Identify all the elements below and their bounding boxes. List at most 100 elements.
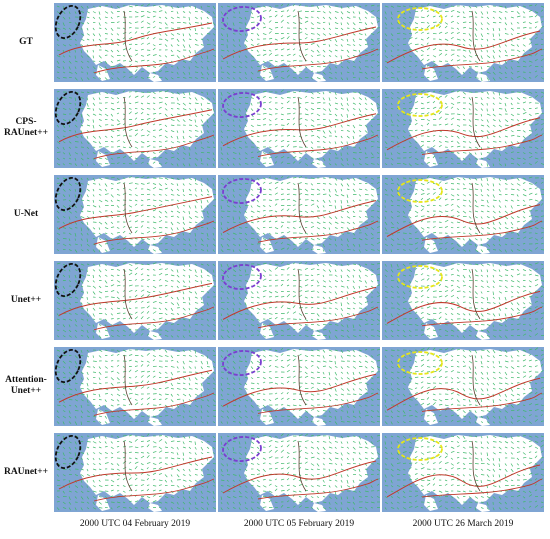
landmass (244, 435, 378, 505)
highlight-ellipse (397, 93, 443, 117)
row-label-line: Unet++ (10, 294, 42, 305)
map-panel (54, 347, 216, 426)
wind-vectors (384, 175, 544, 253)
jet-axis-line (222, 200, 377, 234)
wind-field-map (382, 433, 544, 512)
wind-field-map (218, 89, 380, 168)
trough-line (471, 268, 481, 320)
wind-vectors (56, 262, 216, 339)
trough-line (123, 182, 133, 234)
trough-line (297, 96, 307, 148)
landmass (476, 245, 490, 254)
row-label-line: Unet++ (10, 386, 42, 396)
highlight-ellipse (397, 179, 443, 203)
trough-line (123, 354, 133, 406)
landmass (148, 417, 162, 426)
landmass (80, 263, 214, 333)
map-panel (218, 89, 380, 168)
landmass (244, 91, 378, 161)
wind-vectors (220, 433, 380, 511)
map-panel (218, 3, 380, 82)
highlight-ellipse (54, 177, 82, 211)
row-label-line: CPS- (15, 117, 37, 127)
landmass (260, 409, 274, 425)
jet-axis-line (58, 196, 213, 230)
wind-field-map (382, 3, 544, 82)
landmass (312, 73, 326, 82)
landmass (312, 503, 326, 512)
jet-axis-line (222, 373, 377, 407)
trough-line (123, 96, 133, 148)
wind-field-map (54, 3, 216, 82)
landmass (312, 159, 326, 168)
jet-axis-line (386, 464, 541, 498)
landmass (424, 323, 438, 339)
landmass (80, 435, 214, 505)
landmass (244, 349, 378, 419)
landmass (476, 331, 490, 340)
row-label-line: RAUnet++ (3, 128, 49, 138)
wind-vectors (56, 90, 216, 167)
landmass (424, 409, 438, 425)
jet-axis-line (222, 113, 377, 147)
jet-axis-line (257, 306, 379, 329)
landmass (80, 177, 214, 247)
map-panel (54, 89, 216, 168)
highlight-ellipse (222, 6, 262, 32)
wind-field-map (54, 433, 216, 512)
row-label-line: RAUnet++ (3, 466, 49, 477)
map-panel (54, 261, 216, 340)
trough-line (297, 182, 307, 234)
jet-axis-line (386, 117, 541, 151)
trough-line (123, 268, 133, 320)
jet-axis-line (222, 460, 377, 494)
highlight-ellipse (397, 351, 443, 375)
row-label-line: Attention- (5, 375, 47, 385)
wind-vectors (384, 3, 544, 82)
wind-vectors (56, 3, 216, 81)
map-panel (382, 261, 544, 340)
landmass (80, 349, 214, 419)
jet-axis-line (257, 478, 379, 500)
jet-axis-line (58, 282, 213, 316)
wind-field-map (382, 175, 544, 254)
row-label-line: GT (19, 36, 33, 47)
trough-line (471, 96, 481, 148)
landmass (96, 237, 110, 253)
map-panel (382, 3, 544, 82)
landmass (148, 331, 162, 340)
highlight-ellipse (222, 436, 262, 462)
trough-line (297, 440, 307, 492)
landmass (260, 65, 274, 81)
jet-axis-line (421, 306, 543, 327)
trough-line (123, 10, 133, 62)
wind-field-map (54, 261, 216, 340)
trough-line (297, 268, 307, 320)
row-label: Attention- Unet++ (0, 375, 52, 397)
landmass (96, 323, 110, 339)
landmass (312, 417, 326, 426)
landmass (148, 245, 162, 254)
jet-axis-line (257, 220, 379, 243)
jet-axis-line (58, 369, 213, 403)
row-label: CPS- RAUnet++ (0, 117, 52, 139)
wind-vectors (220, 3, 380, 81)
landmass (244, 177, 378, 247)
map-panel (382, 433, 544, 512)
row-label: RAUnet++ (0, 467, 52, 478)
landmass (96, 65, 110, 81)
column-caption: 2000 UTC 04 February 2019 (79, 519, 191, 529)
row-label: Unet++ (0, 295, 52, 306)
highlight-ellipse (54, 91, 82, 125)
map-panel (54, 3, 216, 82)
jet-axis-line (257, 48, 379, 72)
landmass (476, 417, 490, 426)
wind-field-map (382, 89, 544, 168)
wind-field-map (218, 261, 380, 340)
jet-axis-line (257, 134, 379, 158)
wind-field-map (54, 89, 216, 168)
highlight-ellipse (222, 350, 262, 376)
wind-field-map (218, 175, 380, 254)
wind-field-map (218, 3, 380, 82)
